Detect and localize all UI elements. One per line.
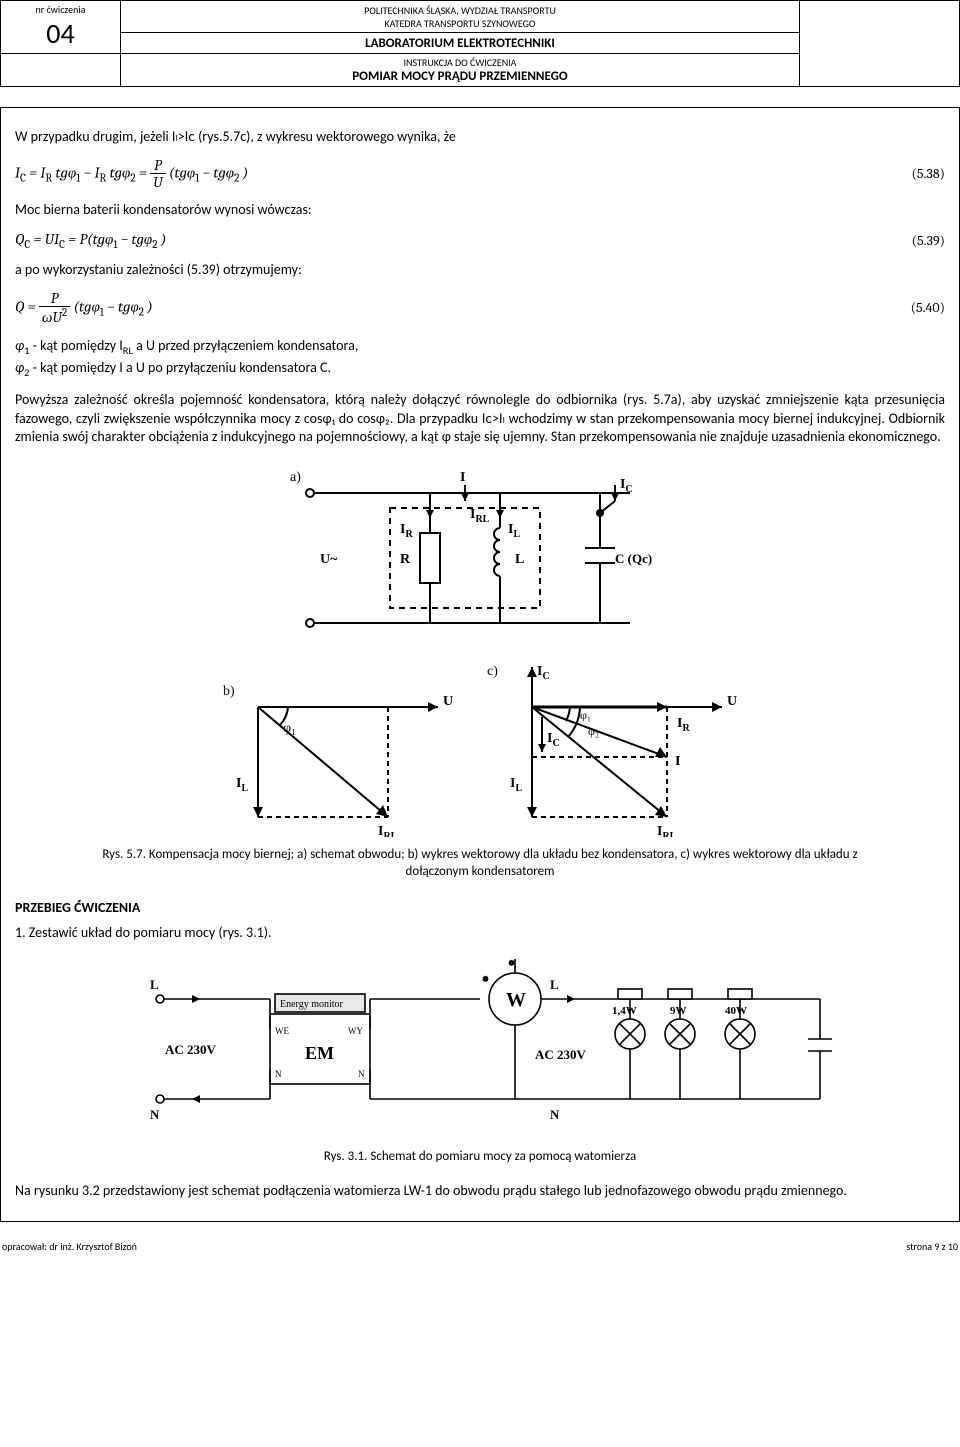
equation-5-38: IC = IR tgφ1 − IR tgφ2 = PU (tgφ1 − tgφ2… — [15, 157, 945, 191]
svg-text:b): b) — [223, 684, 235, 699]
svg-text:φ₂: φ₂ — [588, 724, 599, 738]
svg-text:1,4W: 1,4W — [612, 1005, 637, 1017]
svg-text:N: N — [358, 1069, 365, 1079]
university-line2: KATEDRA TRANSPORTU SZYNOWEGO — [127, 17, 793, 30]
svg-text:L: L — [515, 552, 524, 567]
exercise-title: POMIAR MOCY PRĄDU PRZEMIENNEGO — [127, 69, 793, 84]
figure-5-7b-vector-svg: b) U φ₁ IL IRL — [208, 677, 468, 837]
angle-definitions: φ1 - kąt pomiędzy IRL a U przed przyłącz… — [15, 336, 945, 381]
svg-text:U~: U~ — [320, 552, 338, 567]
svg-text:EM: EM — [305, 1043, 334, 1063]
svg-text:N: N — [275, 1069, 282, 1079]
equation-number-539: (5.39) — [885, 232, 945, 249]
equation-5-40: Q = P ωU2 (tgφ1 − tgφ2 ) (5.40) — [15, 290, 945, 326]
paragraph-intro: W przypadku drugim, jeżeli Iₗ>Iᴄ (rys.5.… — [15, 128, 945, 147]
svg-text:L: L — [150, 977, 159, 992]
instruction-label: INSTRUKCJA DO ĆWICZENIA — [127, 56, 793, 69]
svg-text:40W: 40W — [725, 1005, 747, 1017]
figure-5-7c-vector-svg: c) IC U IR φ₁ φ₂ IL IC I IRL — [472, 657, 752, 837]
paragraph-explanation: Powyższa zależność określa pojemność kon… — [15, 391, 945, 448]
figure-5-7a-circuit-svg: a) I IRL IC IR IL U~ R L C (Qc) — [270, 463, 690, 653]
page-header-table: nr ćwiczenia 04 POLITECHNIKA ŚLĄSKA, WYD… — [0, 0, 960, 87]
svg-text:IRL: IRL — [378, 824, 398, 837]
exercise-number-value: 04 — [7, 16, 114, 51]
svg-text:IC: IC — [547, 731, 560, 749]
figure-5-7: a) I IRL IC IR IL U~ R L C (Qc) — [15, 463, 945, 841]
svg-text:AC 230V: AC 230V — [165, 1042, 217, 1057]
svg-text:U: U — [443, 694, 453, 709]
svg-text:*: * — [482, 974, 489, 991]
svg-text:*: * — [508, 959, 515, 975]
svg-text:a): a) — [290, 470, 301, 485]
footer-page-number: strona 9 z 10 — [906, 1240, 958, 1253]
svg-text:IC: IC — [537, 664, 550, 682]
svg-text:IR: IR — [400, 522, 413, 540]
svg-text:φ₁: φ₁ — [580, 708, 591, 722]
svg-text:N: N — [150, 1107, 160, 1122]
lab-name: LABORATORIUM ELEKTROTECHNIKI — [121, 33, 800, 54]
page-footer: opracował: dr inż. Krzysztof Bizoń stron… — [0, 1234, 960, 1263]
svg-text:AC 230V: AC 230V — [535, 1047, 587, 1062]
svg-text:WY: WY — [348, 1026, 363, 1036]
equation-5-39: QC = UIC = P(tgφ1 − tgφ2 ) (5.39) — [15, 230, 945, 251]
figure-3-1: * * — [15, 959, 945, 1143]
svg-text:W: W — [506, 989, 526, 1011]
svg-text:I: I — [460, 470, 465, 485]
equation-number-540: (5.40) — [885, 299, 945, 316]
svg-text:L: L — [550, 977, 559, 992]
svg-text:R: R — [400, 552, 411, 567]
paragraph-after-substitution: a po wykorzystaniu zależności (5.39) otr… — [15, 261, 945, 280]
svg-text:C (Qc): C (Qc) — [615, 551, 652, 566]
figure-3-1-caption: Rys. 3.1. Schemat do pomiaru mocy za pom… — [75, 1149, 885, 1166]
equation-number-538: (5.38) — [885, 165, 945, 182]
svg-text:N: N — [550, 1107, 560, 1122]
svg-text:IL: IL — [236, 776, 248, 794]
svg-text:IR: IR — [677, 716, 690, 734]
content-box: W przypadku drugim, jeżeli Iₗ>Iᴄ (rys.5.… — [0, 107, 960, 1222]
figure-5-7-caption: Rys. 5.7. Kompensacja mocy biernej; a) s… — [75, 847, 885, 881]
svg-text:U: U — [727, 694, 737, 709]
figure-3-1-circuit-svg: * * — [120, 959, 840, 1139]
svg-text:9W: 9W — [670, 1005, 687, 1017]
procedure-step-1: 1. Zestawić układ do pomiaru mocy (rys. … — [15, 924, 945, 943]
svg-text:IL: IL — [508, 522, 520, 540]
paragraph-fig32-intro: Na rysunku 3.2 przedstawiony jest schema… — [15, 1182, 945, 1201]
svg-text:WE: WE — [275, 1026, 289, 1036]
paragraph-reactive-power: Moc bierna baterii kondensatorów wynosi … — [15, 201, 945, 220]
svg-text:Energy monitor: Energy monitor — [280, 999, 344, 1010]
svg-text:IRL: IRL — [470, 507, 490, 525]
svg-text:IRL: IRL — [657, 824, 677, 837]
exercise-number-label: nr ćwiczenia — [7, 3, 114, 16]
svg-text:IL: IL — [510, 776, 522, 794]
university-line1: POLITECHNIKA ŚLĄSKA, WYDZIAŁ TRANSPORTU — [127, 4, 793, 17]
svg-text:I: I — [675, 754, 680, 769]
svg-text:φ₁: φ₁ — [283, 721, 296, 736]
svg-text:c): c) — [487, 664, 498, 679]
footer-author: opracował: dr inż. Krzysztof Bizoń — [2, 1240, 137, 1253]
section-head-procedure: PRZEBIEG ĆWICZENIA — [15, 899, 945, 916]
